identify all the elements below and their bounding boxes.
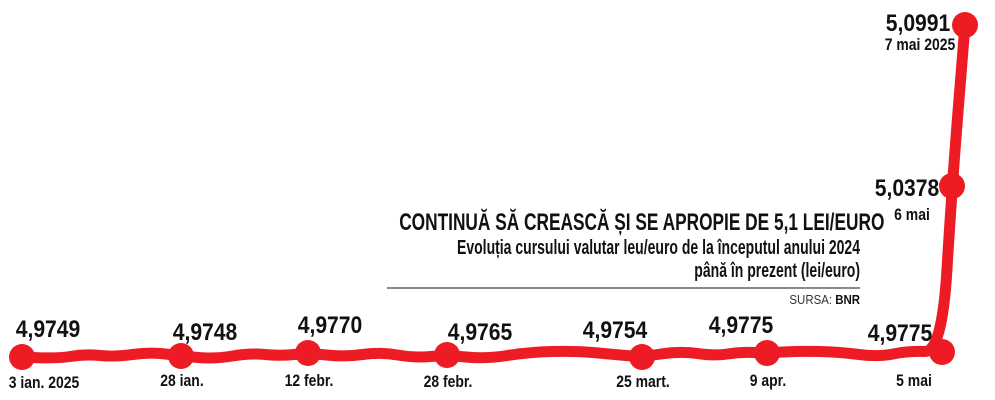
- point-date-label: 5 mai: [896, 371, 932, 390]
- source-line: SURSA: BNR: [297, 292, 860, 307]
- point-date-label: 6 mai: [894, 205, 930, 224]
- divider-rule: [387, 287, 860, 289]
- data-point-dot: [939, 173, 965, 199]
- chart-subtitle-line1: Evoluția cursului valutar leu/euro de la…: [457, 237, 860, 259]
- data-point-dot: [295, 340, 321, 366]
- point-date-label: 28 ian.: [160, 371, 204, 390]
- title-block: CONTINUĂ SĂ CREASCĂ ȘI SE APROPIE DE 5,1…: [220, 209, 885, 307]
- chart-subtitle-line2: până în prezent (lei/euro): [694, 260, 860, 282]
- source-label: SURSA:: [789, 292, 833, 307]
- point-value-label: 4,9775: [867, 320, 933, 347]
- rate-line: [16, 19, 971, 364]
- point-value-label: 4,9749: [15, 316, 81, 343]
- data-point-dot: [629, 344, 655, 370]
- data-point-dot: [168, 343, 194, 369]
- data-point-dot: [434, 342, 460, 368]
- data-point-dot: [9, 344, 35, 370]
- chart-title: CONTINUĂ SĂ CREASCĂ ȘI SE APROPIE DE 5,1…: [399, 209, 885, 236]
- point-value-label: 4,9770: [297, 312, 363, 339]
- point-date-label: 25 mart.: [616, 372, 670, 391]
- point-value-label: 4,9748: [172, 319, 238, 346]
- point-date-label: 28 febr.: [423, 372, 473, 391]
- data-point-dot: [929, 339, 955, 365]
- point-date-label: 3 ian. 2025: [8, 373, 80, 392]
- point-value-label: 4,9754: [582, 317, 648, 344]
- point-value-label: 4,9775: [708, 312, 774, 339]
- point-value-label: 5,0378: [874, 175, 940, 202]
- source-value: BNR: [835, 292, 860, 307]
- point-date-label: 9 apr.: [749, 371, 787, 390]
- data-point-dot: [754, 340, 780, 366]
- data-point-dot: [952, 12, 978, 38]
- point-date-label: 12 febr.: [284, 371, 334, 390]
- point-value-label: 5,0991: [885, 10, 951, 37]
- point-date-label: 7 mai 2025: [884, 35, 956, 54]
- point-value-label: 4,9765: [447, 319, 513, 346]
